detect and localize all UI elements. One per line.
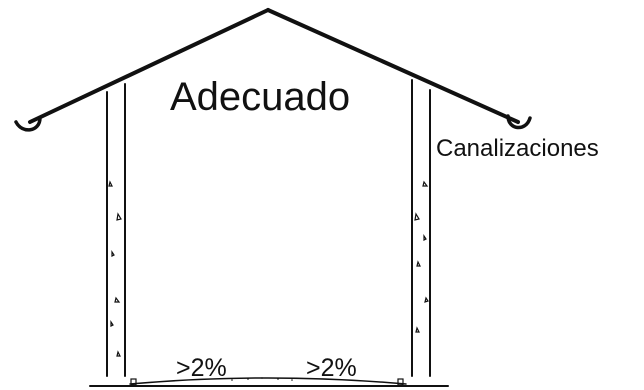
floor-texture-dots	[231, 377, 293, 381]
gutter-left	[14, 116, 42, 132]
right-wall-aggregate	[414, 180, 429, 333]
roof-left-slope	[28, 8, 270, 124]
gutters-label: Canalizaciones	[436, 135, 599, 162]
floor-drain-right	[397, 378, 404, 386]
roof	[28, 8, 520, 124]
slope-right-label: >2%	[306, 354, 357, 382]
roof-right-slope	[266, 8, 520, 124]
floor-slope-surface	[129, 377, 407, 385]
right-wall	[411, 79, 431, 377]
slope-left-label: >2%	[176, 354, 227, 382]
floor	[89, 377, 449, 387]
diagram-title: Adecuado	[170, 75, 350, 119]
left-wall	[106, 83, 126, 377]
gutter-right	[506, 114, 532, 130]
floor-drain-left	[130, 378, 137, 386]
left-wall-aggregate	[108, 180, 122, 357]
gutters	[14, 114, 532, 132]
